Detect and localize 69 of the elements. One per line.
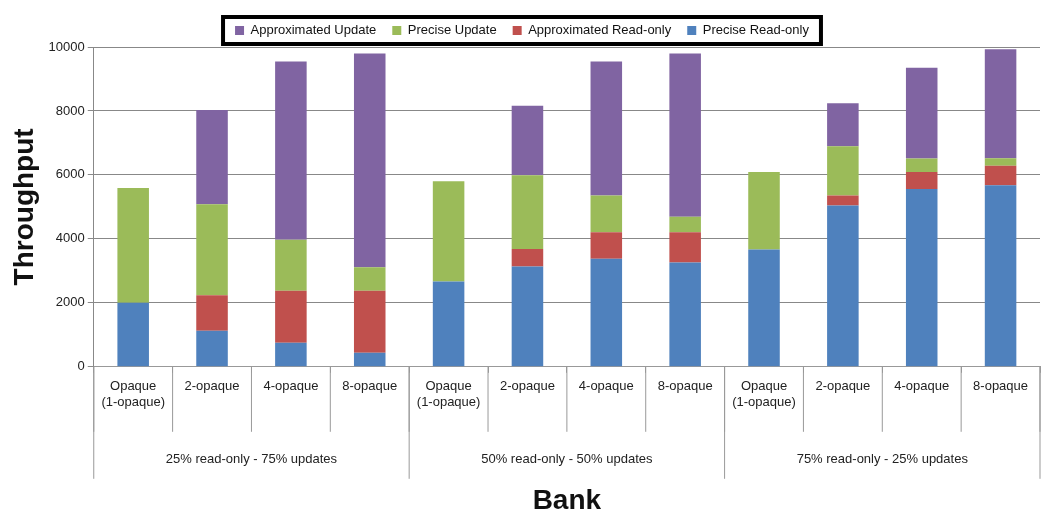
bar (275, 239, 307, 291)
x-tick-label: 4-opaque (263, 378, 319, 394)
bar (590, 258, 623, 367)
bar (748, 172, 780, 250)
bar (905, 158, 938, 173)
x-tick-label: 8-opaque (342, 378, 398, 394)
y-tick-label: 0 (77, 358, 85, 374)
bar (984, 165, 1017, 186)
bar (984, 158, 1017, 166)
x-tick-label: 4-opaque (894, 378, 950, 394)
bar (669, 262, 701, 367)
x-tick-label: 2-opaque (815, 378, 871, 394)
bar (117, 302, 149, 367)
bar (196, 295, 228, 331)
bar (353, 352, 386, 367)
y-tick-label: 10000 (48, 38, 85, 54)
x-tick-label: Opaque (1-opaque) (416, 378, 481, 409)
bar (511, 249, 544, 267)
bar (117, 188, 149, 303)
text: 25% read-only - 75% updates (165, 451, 338, 467)
bar (511, 105, 544, 176)
bar (353, 290, 386, 353)
bar (827, 146, 859, 196)
x-axis-title: Bank (532, 483, 602, 511)
bar (275, 290, 307, 343)
bar (511, 266, 544, 367)
text: 50% read-only - 50% updates (481, 451, 654, 467)
bar (196, 110, 228, 205)
bar (275, 342, 307, 367)
legend-label: Precise Read-only (702, 22, 810, 38)
text: 75% read-only - 25% updates (796, 451, 969, 467)
bar (353, 267, 386, 291)
bar (590, 232, 623, 259)
bar (511, 175, 544, 250)
bar (590, 195, 623, 233)
bar (196, 204, 228, 296)
y-axis-title: Throughput (7, 128, 39, 286)
bar (827, 205, 859, 367)
x-tick-label: 2-opaque (499, 378, 555, 394)
y-tick-label: 4000 (55, 230, 85, 246)
legend-label: Approximated Read-only (528, 22, 672, 38)
legend-label: Approximated Update (250, 22, 377, 38)
bar (905, 67, 938, 159)
bar (984, 49, 1017, 159)
x-tick-label: Opaque (1-opaque) (732, 378, 796, 409)
bar (275, 61, 307, 240)
x-tick-label: 8-opaque (657, 378, 713, 394)
y-tick-label: 6000 (55, 166, 85, 182)
bar (432, 281, 465, 367)
y-tick-label: 8000 (55, 102, 85, 118)
bar (432, 181, 465, 282)
legend-label: Precise Update (407, 22, 497, 38)
bar (905, 172, 938, 189)
bar (196, 330, 228, 367)
bar (827, 103, 859, 147)
bar (669, 232, 701, 263)
bar (905, 188, 938, 367)
y-tick-label: 2000 (55, 294, 85, 310)
bar (590, 61, 623, 196)
bar (984, 185, 1017, 367)
x-tick-label: 4-opaque (578, 378, 634, 394)
bar (748, 249, 780, 367)
bar (669, 53, 701, 217)
x-tick-label: 8-opaque (973, 378, 1029, 394)
bar (353, 53, 386, 268)
x-tick-label: Opaque (1-opaque) (101, 378, 165, 409)
bar (669, 216, 701, 233)
bar (827, 195, 859, 206)
x-tick-label: 2-opaque (184, 378, 240, 394)
